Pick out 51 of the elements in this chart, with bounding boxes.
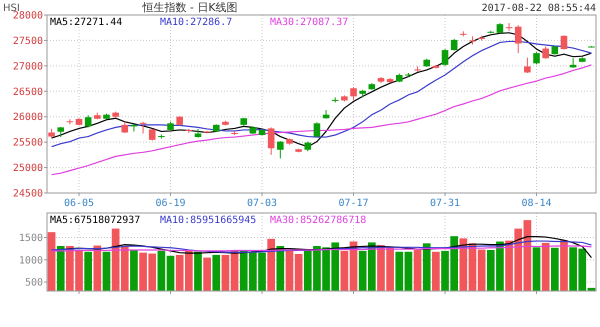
candlestick [560,34,568,50]
line-series [50,64,592,176]
chart-title: 恒生指数 - 日K线图 [141,1,238,14]
y-tick-label: 26500 [12,86,43,98]
text: MA30:27087.37 [270,17,348,28]
y-tick-label: 27500 [12,36,43,47]
candlestick [506,22,512,32]
x-tick-label: 08-14 [521,198,552,209]
candlestick [350,86,357,100]
y-tick-label: 1000 [18,255,43,266]
candlestick [167,121,174,132]
candlestick [268,126,274,156]
text: MA5:27271.44 [50,17,122,28]
candlestick [514,24,522,54]
candlestick [552,45,558,56]
text: 2017-08-22 08:55:44 [482,3,596,14]
y-tick-label: 26000 [12,112,43,124]
y-tick-label: 25500 [12,138,43,149]
candlestick [450,38,458,52]
candlestick [533,52,540,65]
candlestick [314,122,320,138]
candlestick [524,57,531,74]
y-tick-label: 1500 [18,233,43,244]
candlestick [57,126,64,138]
x-tick-label: 07-03 [246,198,278,209]
candlestick [542,46,549,60]
candlestick [176,116,183,126]
y-tick-label: 24500 [12,188,43,200]
line-series [50,240,592,253]
x-tick-label: 06-19 [155,198,186,209]
text: MA10:85951665945 [160,215,256,226]
candlestick [304,141,312,152]
candlestick [570,58,576,68]
series-label: MA5:67518072937 [50,215,140,226]
candlestick [121,121,128,134]
y-tick-label: 500 [24,278,43,289]
y-tick-label: 28000 [12,10,43,22]
candlestick [148,128,156,142]
y-tick-label: 25000 [12,163,43,174]
x-tick-label: 06-05 [64,198,94,209]
candlestick [496,22,504,34]
candlestick [277,140,284,159]
y-tick-label: 27000 [12,61,43,72]
text: MA10:27286.7 [160,17,232,28]
candlestick [140,121,146,134]
candlestick [48,128,55,139]
x-tick-label: 07-17 [338,198,369,209]
candlestick [442,48,448,66]
x-tick-label: 07-31 [430,198,460,209]
text: MA30:85262786718 [270,215,366,226]
candlestick [84,114,92,128]
